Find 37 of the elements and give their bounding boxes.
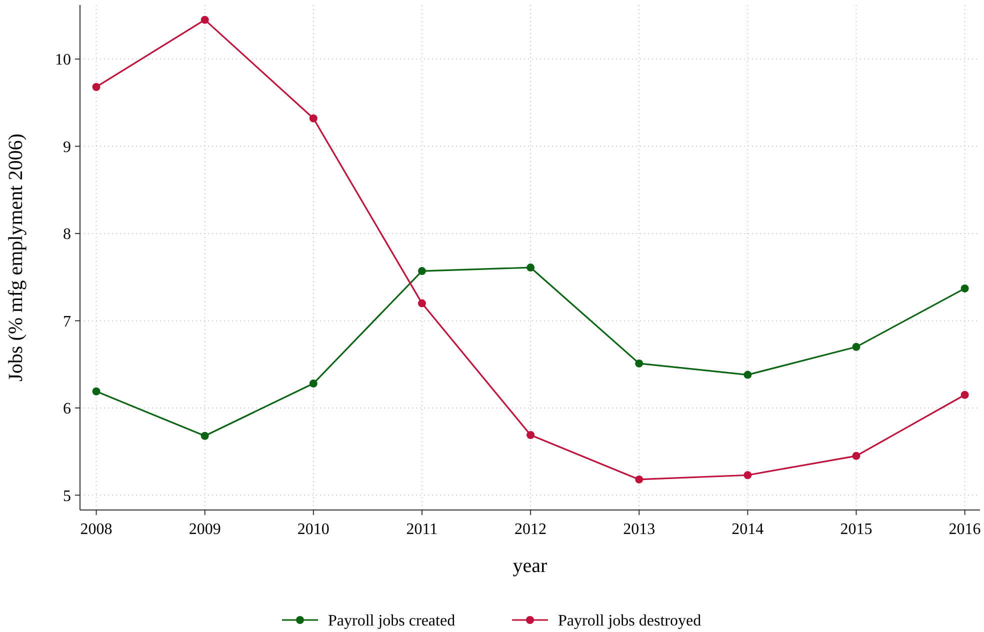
x-tick-label: 2008 — [80, 521, 112, 538]
point — [526, 430, 535, 439]
point — [852, 452, 860, 460]
legend-label: Payroll jobs destroyed — [558, 612, 702, 630]
x-tick-label: 2010 — [297, 521, 330, 538]
point — [309, 114, 318, 122]
y-tick-label: 10 — [55, 52, 71, 69]
point — [418, 299, 426, 308]
point — [635, 475, 644, 484]
x-tick-label: 2013 — [623, 521, 656, 538]
point — [960, 390, 969, 399]
x-tick-label: 2009 — [188, 521, 221, 538]
point — [526, 264, 535, 272]
legend-label: Payroll jobs created — [328, 612, 456, 630]
x-tick-label: 2016 — [948, 521, 981, 538]
x-tick-label: 2012 — [514, 521, 547, 538]
x-axis-title: year — [512, 555, 548, 577]
y-tick-label: 6 — [63, 400, 71, 418]
point — [852, 342, 860, 351]
y-axis-title: Jobs (% mfg emplyment 2006) — [5, 134, 27, 382]
point — [418, 267, 426, 276]
x-tick-label: 2015 — [840, 521, 872, 538]
point — [309, 380, 318, 388]
point — [635, 359, 644, 368]
y-tick-label: 9 — [63, 138, 71, 156]
x-tick-label: 2011 — [406, 521, 438, 538]
point — [744, 370, 752, 379]
y-tick-label: 8 — [63, 226, 71, 244]
y-tick-label: 7 — [63, 313, 71, 330]
point — [92, 82, 100, 91]
point — [960, 284, 969, 292]
point — [200, 16, 209, 24]
point — [744, 471, 752, 480]
y-tick-label: 5 — [63, 488, 71, 505]
point — [92, 387, 100, 396]
x-tick-label: 2014 — [732, 521, 764, 538]
point — [200, 432, 209, 440]
